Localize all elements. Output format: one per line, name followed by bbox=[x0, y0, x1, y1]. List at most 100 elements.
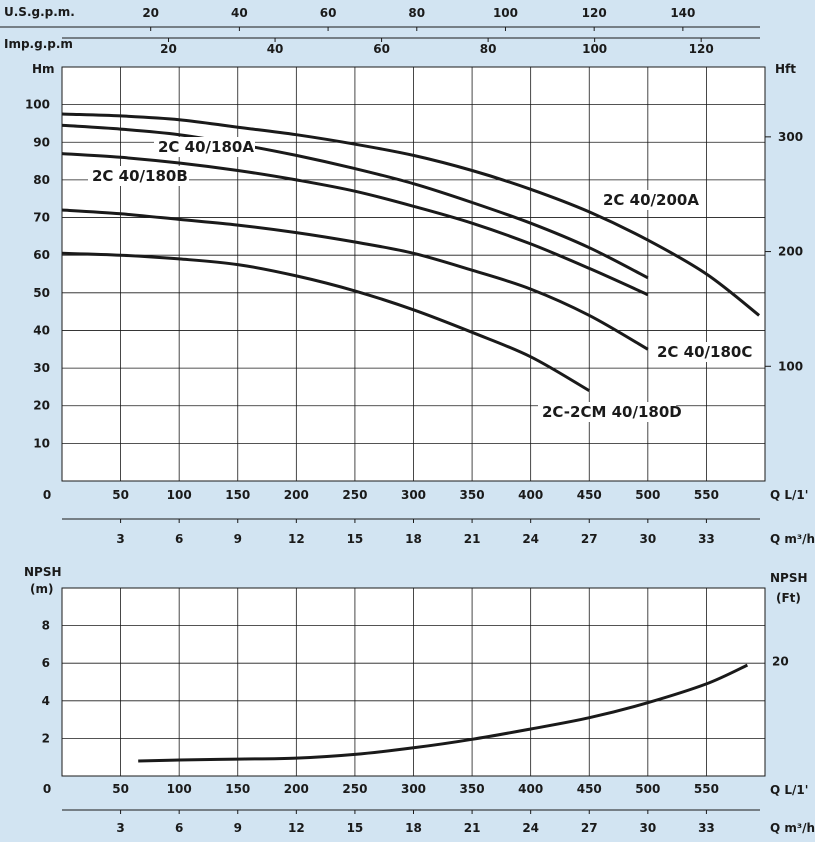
impgpm-tick-label: 40 bbox=[267, 42, 284, 56]
q-tick-label: 150 bbox=[225, 488, 250, 502]
npsh-q-tick-label: 550 bbox=[694, 782, 719, 796]
npsh-q-tick-label: 50 bbox=[112, 782, 129, 796]
curve-2c-2cm-40-180d bbox=[61, 251, 591, 392]
npsh-m3h-tick-label: 27 bbox=[581, 821, 598, 835]
npsh-m3h-tick-label: 9 bbox=[234, 821, 242, 835]
m3h-tick-label: 27 bbox=[581, 532, 598, 546]
label-2c-40-180a: 2C 40/180A bbox=[158, 138, 254, 156]
hft-tick-label: 100 bbox=[778, 359, 803, 373]
npsh-m3h-tick-label: 15 bbox=[347, 821, 364, 835]
hft-tick-label: 200 bbox=[778, 245, 803, 259]
npsh-m3h-tick-label: 21 bbox=[464, 821, 481, 835]
npsh-q-tick-label: 500 bbox=[635, 782, 660, 796]
q-tick-label: 500 bbox=[635, 488, 660, 502]
hm-tick-label: 20 bbox=[33, 399, 50, 413]
npsh-m-axis-label: NPSH bbox=[24, 565, 62, 579]
hm-tick-label: 100 bbox=[25, 98, 50, 112]
label-background bbox=[653, 342, 754, 362]
npsh-ft-axis-unit: (Ft) bbox=[776, 591, 801, 605]
hm-tick-label: 80 bbox=[33, 173, 50, 187]
npsh-m3h-axis-label: Q m³/h bbox=[770, 821, 815, 835]
npsh-q-tick-label: 250 bbox=[342, 782, 367, 796]
npsh-m-tick-label: 6 bbox=[42, 656, 50, 670]
q-tick-label: 250 bbox=[342, 488, 367, 502]
hm-tick-label: 40 bbox=[33, 323, 50, 337]
q-tick-label: 400 bbox=[518, 488, 543, 502]
q-tick-label: 200 bbox=[284, 488, 309, 502]
npsh-q-tick-label: 200 bbox=[284, 782, 309, 796]
hm-tick-label: 60 bbox=[33, 248, 50, 262]
usgpm-tick-label: 100 bbox=[493, 6, 518, 20]
m3h-tick-label: 12 bbox=[288, 532, 305, 546]
npsh-q-tick-label: 350 bbox=[460, 782, 485, 796]
usgpm-tick-label: 140 bbox=[670, 6, 695, 20]
m3h-tick-label: 18 bbox=[405, 532, 422, 546]
q-tick-label: 550 bbox=[694, 488, 719, 502]
impgpm-axis-label: Imp.g.p.m bbox=[4, 37, 73, 51]
npsh-m3h-tick-label: 3 bbox=[116, 821, 124, 835]
m3h-axis-label: Q m³/h bbox=[770, 532, 815, 546]
curve-2c-40-180c bbox=[61, 208, 649, 351]
q-tick-label: 100 bbox=[167, 488, 192, 502]
impgpm-tick-label: 100 bbox=[582, 42, 607, 56]
q-tick-label: 50 bbox=[112, 488, 129, 502]
impgpm-tick-label: 120 bbox=[689, 42, 714, 56]
m3h-tick-label: 21 bbox=[464, 532, 481, 546]
impgpm-tick-label: 80 bbox=[480, 42, 497, 56]
hft-axis-label: Hft bbox=[775, 62, 796, 76]
q-tick-label: 350 bbox=[460, 488, 485, 502]
q-tick-label: 450 bbox=[577, 488, 602, 502]
impgpm-tick-label: 60 bbox=[373, 42, 390, 56]
npsh-q-tick-label: 300 bbox=[401, 782, 426, 796]
curve-2c-40-180a bbox=[61, 123, 649, 280]
npsh-m-tick-label: 4 bbox=[42, 694, 50, 708]
m3h-tick-label: 30 bbox=[639, 532, 656, 546]
label-background bbox=[599, 190, 700, 210]
hm-tick-label: 10 bbox=[33, 436, 50, 450]
label-background bbox=[154, 137, 255, 157]
npsh-m-tick-label: 8 bbox=[42, 619, 50, 633]
hm-tick-label: 90 bbox=[33, 135, 50, 149]
npsh-m-tick-label: 2 bbox=[42, 731, 50, 745]
curve-2c-40-180b bbox=[61, 152, 649, 297]
label-background bbox=[88, 166, 189, 186]
usgpm-tick-label: 40 bbox=[231, 6, 248, 20]
m3h-tick-label: 3 bbox=[116, 532, 124, 546]
npsh-q-tick-label: 100 bbox=[167, 782, 192, 796]
npsh-m3h-tick-label: 12 bbox=[288, 821, 305, 835]
npsh-m3h-tick-label: 24 bbox=[522, 821, 539, 835]
npsh-q-tick-label: 450 bbox=[577, 782, 602, 796]
npsh-m3h-tick-label: 6 bbox=[175, 821, 183, 835]
m3h-tick-label: 9 bbox=[234, 532, 242, 546]
label-2c-40-200a: 2C 40/200A bbox=[603, 191, 699, 209]
curve-2c-40-200a bbox=[61, 112, 761, 317]
hm-tick-label: 50 bbox=[33, 286, 50, 300]
npsh-ft-axis-label: NPSH bbox=[770, 571, 808, 585]
npsh-q-axis-label: Q L/1' bbox=[770, 783, 808, 797]
npsh-ft-tick-label: 20 bbox=[772, 654, 789, 668]
hm-tick-label: 70 bbox=[33, 211, 50, 225]
hm-tick-label: 30 bbox=[33, 361, 50, 375]
hft-tick-label: 300 bbox=[778, 130, 803, 144]
npsh-m3h-tick-label: 18 bbox=[405, 821, 422, 835]
impgpm-tick-label: 20 bbox=[160, 42, 177, 56]
label-background bbox=[538, 402, 677, 422]
q-tick-label: 300 bbox=[401, 488, 426, 502]
label-2c-40-180c: 2C 40/180C bbox=[657, 343, 752, 361]
m3h-tick-label: 6 bbox=[175, 532, 183, 546]
usgpm-tick-label: 120 bbox=[582, 6, 607, 20]
npsh-q-tick-label: 0 bbox=[43, 782, 51, 796]
npsh-m3h-tick-label: 33 bbox=[698, 821, 715, 835]
hm-axis-label: Hm bbox=[32, 62, 55, 76]
label-2c-40-180b: 2C 40/180B bbox=[92, 167, 188, 185]
usgpm-tick-label: 20 bbox=[142, 6, 159, 20]
label-2c-2cm-40-180d: 2C-2CM 40/180D bbox=[542, 403, 682, 421]
usgpm-axis-label: U.S.g.p.m. bbox=[4, 5, 75, 19]
m3h-tick-label: 24 bbox=[522, 532, 539, 546]
m3h-tick-label: 15 bbox=[347, 532, 364, 546]
npsh-q-tick-label: 150 bbox=[225, 782, 250, 796]
usgpm-tick-label: 80 bbox=[408, 6, 425, 20]
q-tick-label: 0 bbox=[43, 488, 51, 502]
